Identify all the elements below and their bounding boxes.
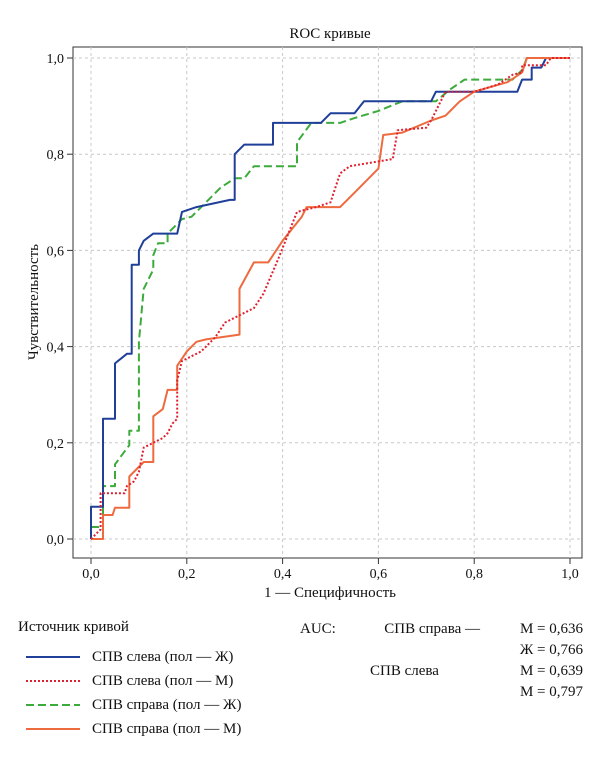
series-line: [91, 57, 570, 540]
legend-item: СПВ слева (пол — М): [18, 669, 241, 693]
legend-label: СПВ слева (пол — Ж): [92, 648, 234, 665]
y-tick-label: 0,8: [47, 148, 65, 163]
y-axis-label: Чувствительность: [26, 244, 42, 360]
legend-label: СПВ слева (пол — М): [92, 672, 234, 689]
auc-left-male: М = 0,639: [520, 663, 583, 679]
legend-item: СПВ справа (пол — Ж): [18, 693, 241, 717]
legend-items: СПВ слева (пол — Ж) СПВ слева (пол — М) СП…: [18, 645, 241, 741]
x-tick-label: 0,2: [178, 567, 196, 582]
legend-swatch: [26, 656, 80, 658]
auc-group-left-label: СПВ слева: [370, 663, 439, 679]
series-line: [90, 57, 570, 539]
x-tick-label: 0,8: [465, 567, 483, 582]
auc-right-male: М = 0,636: [520, 621, 584, 637]
auc-right-female: Ж = 0,766: [520, 642, 584, 658]
x-tick-label: 0,4: [274, 567, 292, 582]
series-lines: [90, 57, 570, 540]
legend-label: СПВ справа (пол — Ж): [92, 696, 242, 713]
y-tick-label: 0,6: [47, 244, 65, 259]
y-axis: 0,0 0,2 0,4 0,6 0,8 1,0: [47, 52, 73, 548]
auc-prefix: AUC:: [300, 621, 336, 637]
auc-left-male-2: М = 0,797: [520, 684, 584, 700]
x-axis-label: 1 — Специфичность: [264, 585, 396, 601]
chart-title: ROC кривые: [289, 26, 371, 42]
series-line: [90, 57, 570, 540]
grid-lines: [73, 47, 582, 558]
auc-annotation: AUC: СПВ справа — М = 0,636 Ж = 0,766 СП…: [300, 619, 585, 719]
x-tick-label: 0,0: [82, 567, 100, 582]
legend-swatch: [26, 728, 80, 730]
y-tick-label: 0,0: [47, 533, 65, 548]
x-tick-label: 1,0: [561, 567, 579, 582]
y-tick-label: 1,0: [47, 52, 65, 67]
y-tick-label: 0,4: [47, 341, 65, 356]
legend-swatch: [26, 680, 80, 682]
plot-frame: [72, 46, 583, 559]
legend-item: СПВ справа (пол — М): [18, 717, 241, 741]
auc-text-block: AUC: СПВ справа — М = 0,636 Ж = 0,766 СП…: [300, 621, 584, 700]
auc-group-right-label: СПВ справа —: [384, 621, 481, 637]
x-tick-label: 0,6: [370, 567, 388, 582]
legend-title: Источник кривой: [18, 619, 129, 635]
y-tick-label: 0,2: [47, 437, 65, 452]
legend-label: СПВ справа (пол — М): [92, 720, 242, 737]
series-line: [90, 57, 570, 539]
legend-swatch: [26, 704, 80, 706]
x-axis: 0,0 0,2 0,4 0,6 0,8 1,0: [82, 558, 579, 582]
legend-item: СПВ слева (пол — Ж): [18, 645, 241, 669]
legend: Источник кривой СПВ слева (пол — Ж) СПВ с…: [18, 619, 241, 741]
